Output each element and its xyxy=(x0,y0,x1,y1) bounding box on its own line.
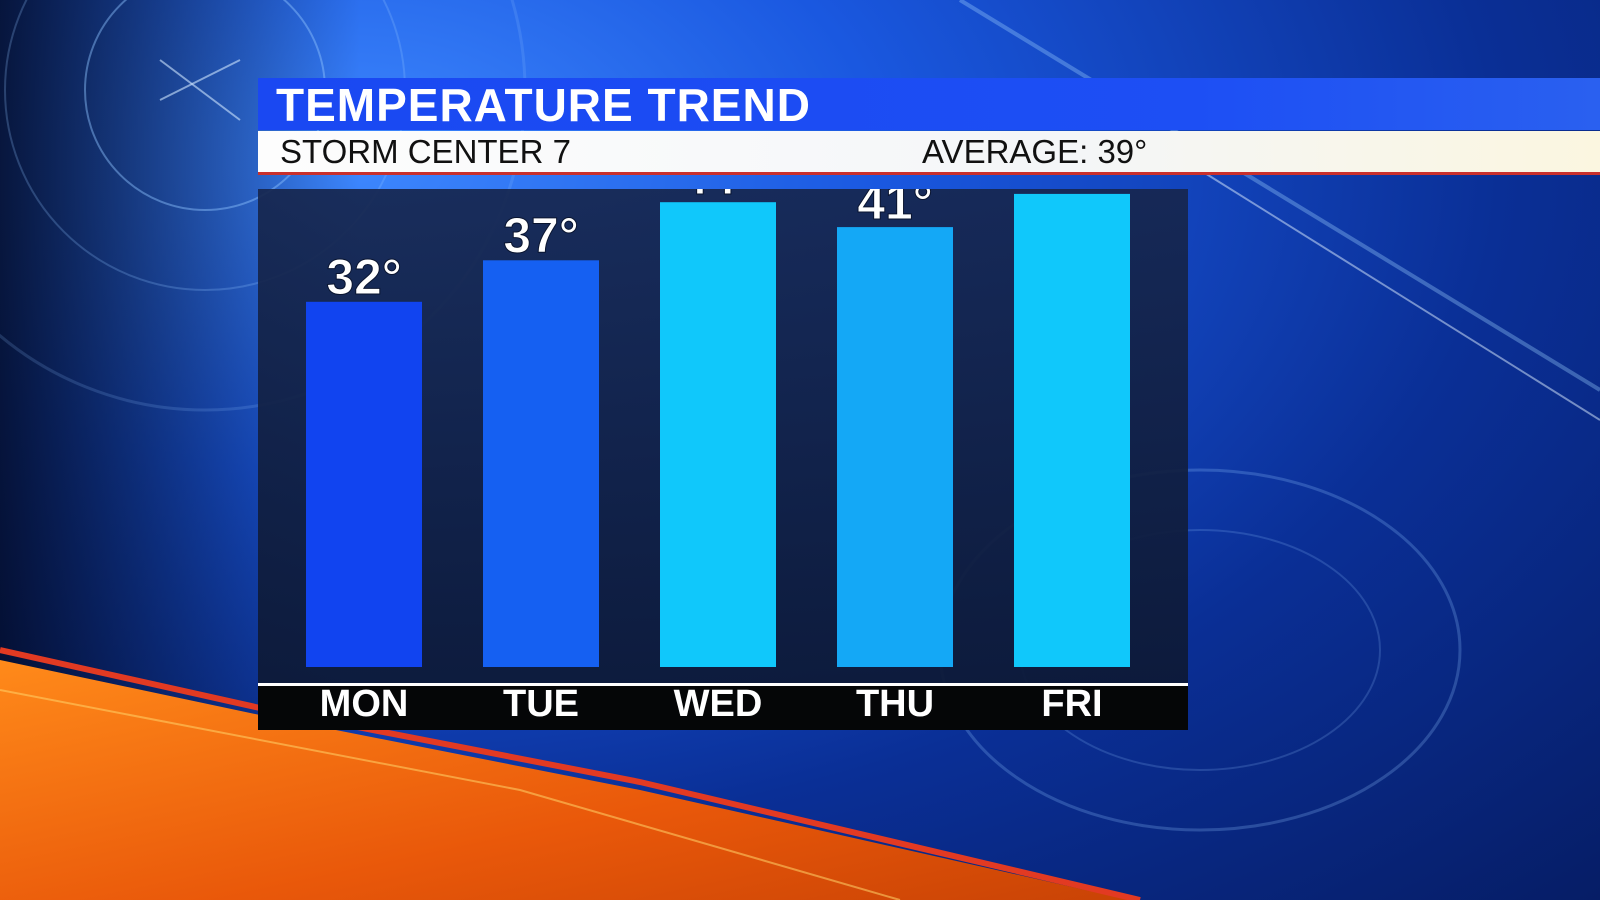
bar-thu xyxy=(837,227,953,667)
chart-panel: 32° MON 37° TUE 44° WED 41° THU 45° FRI xyxy=(258,189,1188,730)
title-bar: TEMPERATURE TREND xyxy=(258,78,1600,130)
category-label-tue: TUE xyxy=(503,683,579,725)
average-label: AVERAGE: 39° xyxy=(922,133,1148,170)
bar-chart: 32° MON 37° TUE 44° WED 41° THU 45° FRI xyxy=(306,189,1130,725)
category-label-thu: THU xyxy=(856,683,934,725)
bar-fri xyxy=(1014,193,1130,667)
value-label-mon: 32° xyxy=(326,249,402,305)
bar-tue xyxy=(483,260,599,667)
category-label-fri: FRI xyxy=(1041,683,1102,725)
x-axis-strip xyxy=(258,683,1188,730)
chart-title: TEMPERATURE TREND xyxy=(276,79,811,131)
value-label-thu: 41° xyxy=(857,189,933,230)
value-label-wed: 44° xyxy=(680,189,756,205)
bar-wed xyxy=(660,202,776,667)
category-label-mon: MON xyxy=(320,683,409,725)
subtitle-bar: STORM CENTER 7 AVERAGE: 39° xyxy=(258,131,1600,175)
category-label-wed: WED xyxy=(674,683,763,725)
bar-mon xyxy=(306,301,422,667)
value-label-tue: 37° xyxy=(503,207,579,263)
station-label: STORM CENTER 7 xyxy=(280,133,571,170)
value-label-fri: 45° xyxy=(1034,189,1110,197)
